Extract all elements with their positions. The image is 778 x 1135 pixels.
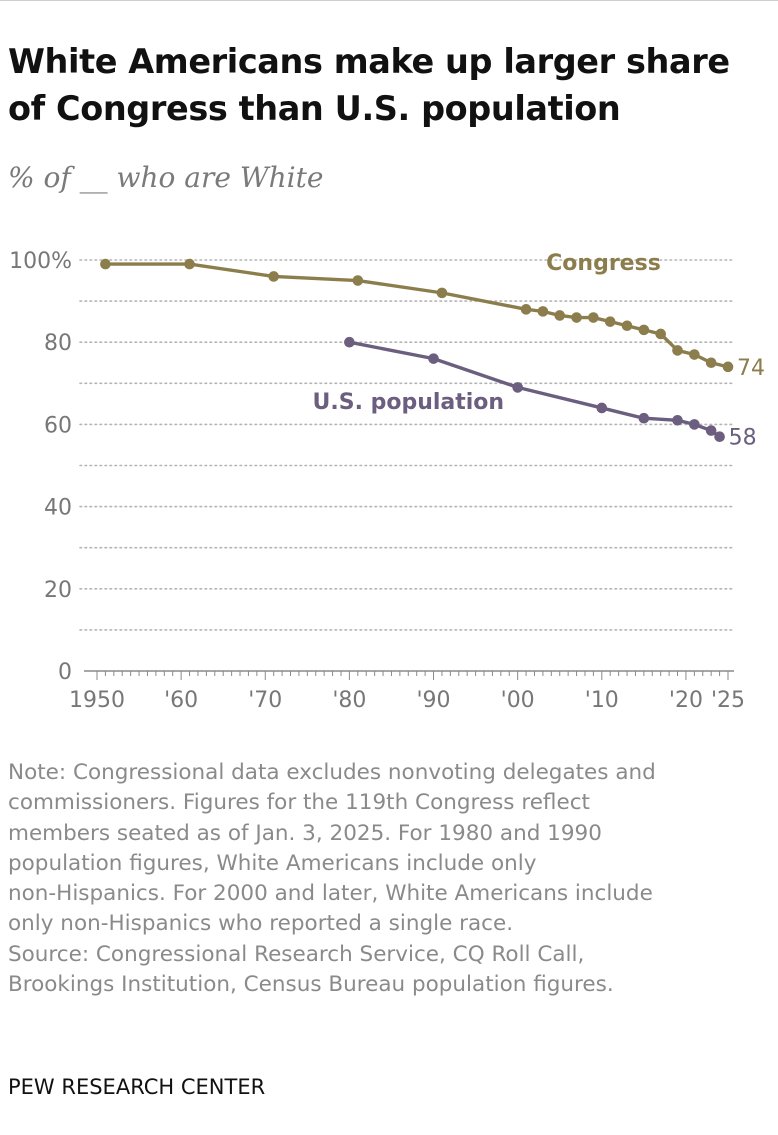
note-line: only non-Hispanics who reported a single…: [8, 911, 514, 937]
x-tick-label: '70: [248, 688, 282, 713]
data-point: [672, 345, 683, 356]
line-chart: 0 20 40 60 80 100% 1950 '60 '70 '80 '90 '00 '10 '20 '2…: [9, 249, 765, 713]
chart-subtitle: % of __ who are White: [8, 161, 324, 194]
note-line: population figures, White Americans incl…: [8, 850, 537, 876]
data-point: [512, 382, 523, 393]
chart-title: White Americans make up larger share of …: [8, 38, 773, 132]
note-line: members seated as of Jan. 3, 2025. For 1…: [8, 820, 602, 846]
data-point: [520, 304, 532, 315]
data-point: [588, 312, 599, 323]
chart-title-line-1: White Americans make up larger share: [8, 42, 730, 81]
top-divider: [0, 0, 778, 1]
data-point: [705, 425, 717, 436]
y-tick-label: 80: [44, 331, 72, 356]
series: [100, 258, 734, 443]
grid-lines: [79, 259, 734, 631]
series-line: [103, 262, 730, 369]
x-tick-label: '90: [417, 688, 451, 713]
data-point: [638, 324, 650, 336]
brand-name: PEW RESEARCH CENTER: [8, 1075, 266, 1099]
x-tick-label: '00: [501, 688, 535, 713]
end-value-label: 58: [729, 426, 757, 451]
y-tick-label: 100%: [9, 249, 72, 274]
data-point: [428, 353, 439, 364]
data-point: [638, 412, 650, 424]
data-point: [537, 306, 549, 317]
data-point: [705, 357, 717, 369]
data-point: [596, 402, 608, 414]
data-point: [100, 258, 111, 270]
labels: 0 20 40 60 80 100% 1950 '60 '70 '80 '90 '00 '10 '20 '2…: [9, 249, 765, 713]
y-tick-label: 60: [44, 413, 72, 438]
data-point: [689, 419, 700, 430]
data-point: [268, 271, 279, 282]
data-point: [672, 414, 683, 426]
series-us-population: [344, 336, 725, 443]
data-point: [554, 310, 566, 321]
data-point: [184, 258, 195, 270]
y-tick-label: 0: [58, 660, 72, 685]
x-tick-label: '25: [711, 688, 745, 713]
data-point: [604, 316, 616, 327]
series-label: U.S. population: [313, 390, 505, 415]
data-point: [714, 431, 725, 443]
data-point: [655, 328, 666, 340]
data-point: [436, 287, 448, 299]
series-congress: [100, 258, 734, 373]
x-axis: [84, 670, 734, 680]
note-line: commissioners. Figures for the 119th Con…: [8, 790, 590, 816]
data-point: [571, 312, 582, 323]
end-value-label: 74: [737, 356, 765, 381]
data-point: [689, 349, 700, 360]
series-label: Congress: [546, 251, 661, 276]
data-point: [722, 361, 734, 373]
y-tick-label: 20: [44, 578, 72, 603]
chart-note: Note: Congressional data excludes nonvot…: [8, 758, 773, 1000]
data-point: [352, 275, 364, 286]
data-point: [344, 336, 355, 348]
x-tick-label: '10: [585, 688, 619, 713]
chart-title-line-2: of Congress than U.S. population: [8, 89, 621, 128]
y-tick-label: 40: [44, 496, 72, 521]
x-tick-label: 1950: [69, 688, 125, 713]
note-line: non-Hispanics. For 2000 and later, White…: [8, 881, 653, 907]
note-line: Note: Congressional data excludes nonvot…: [8, 760, 656, 785]
data-point: [621, 320, 633, 332]
source-line: Source: Congressional Research Service, …: [8, 941, 585, 967]
x-tick-label: '60: [164, 688, 198, 713]
source-line: Brookings Institution, Census Bureau pop…: [8, 972, 614, 998]
x-tick-label: '20: [669, 688, 703, 713]
x-tick-label: '80: [332, 688, 366, 713]
